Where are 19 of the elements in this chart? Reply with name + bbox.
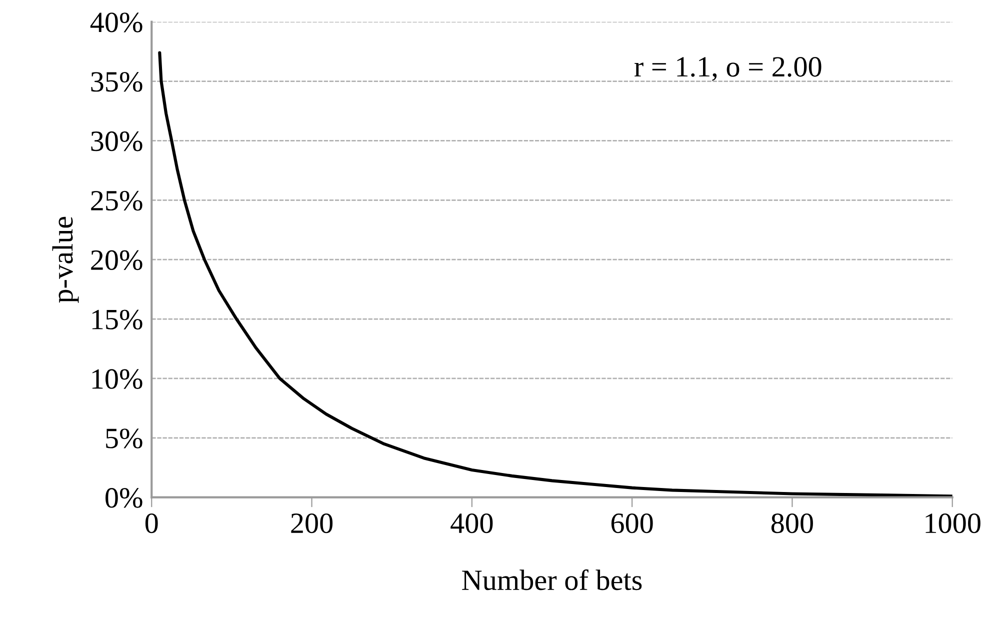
x-tick-label: 600 (611, 513, 653, 534)
y-tick-label: 20% (91, 250, 142, 270)
y-tick-label: 40% (90, 12, 142, 32)
x-tick-label: 200 (291, 513, 333, 534)
y-tick-label: 25% (91, 190, 142, 211)
annotation: r = 1.1, o = 2.00 (634, 57, 822, 81)
x-tick-label: 800 (771, 513, 813, 534)
y-tick-label: 30% (91, 131, 142, 152)
y-tick-label: 35% (91, 72, 142, 92)
x-tick-label: 0 (145, 513, 158, 534)
y-tick-label: 0% (106, 488, 142, 508)
x-tick-label: 400 (450, 513, 493, 534)
y-axis-title: p-value (52, 216, 79, 303)
y-tick-label: 10% (92, 369, 142, 389)
y-tick-label: 15% (92, 310, 142, 330)
x-axis-title: Number of bets (462, 569, 642, 590)
line-series (158, 51, 952, 498)
x-tick-label: 1000 (926, 513, 980, 534)
y-tick-label: 5% (106, 428, 142, 448)
